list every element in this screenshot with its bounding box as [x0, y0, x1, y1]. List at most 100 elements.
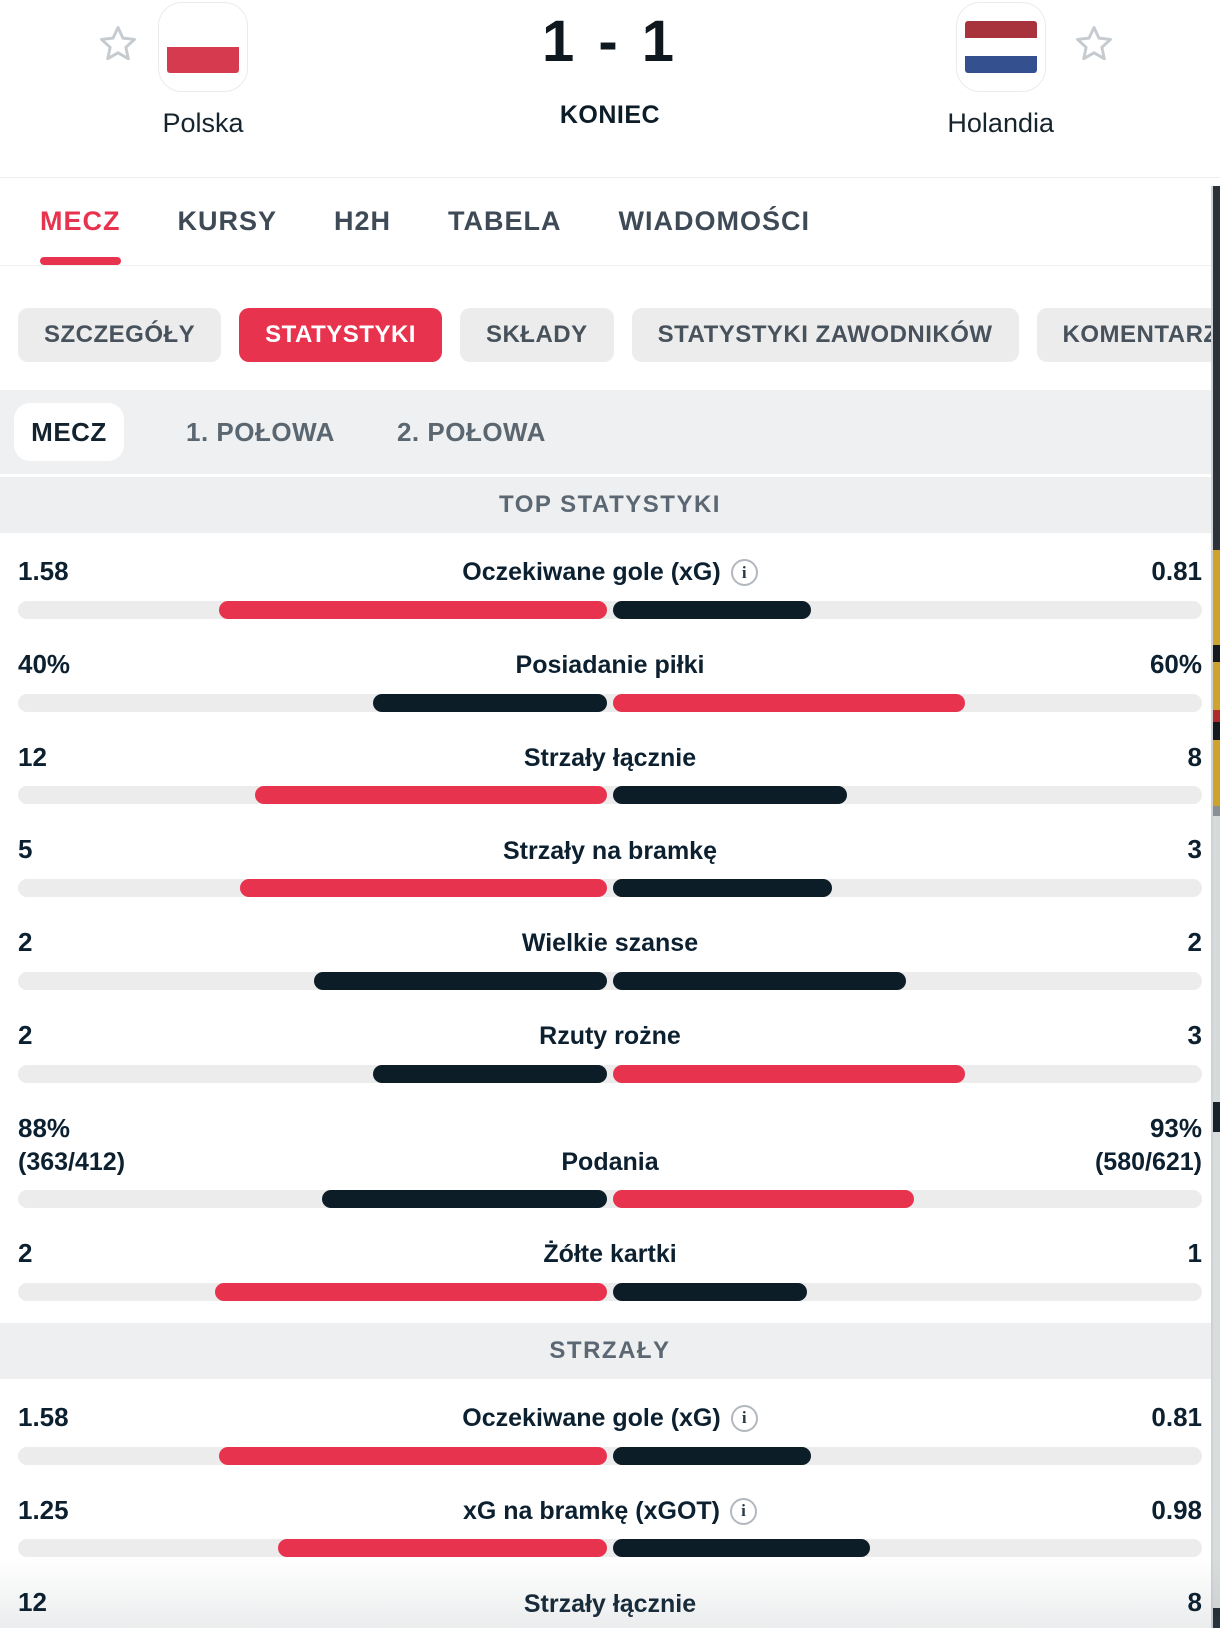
- stat-bar-track: [18, 879, 1202, 898]
- stat-row: 88% (363/412) Podania 93% (580/621): [0, 1090, 1220, 1209]
- subtab-komentarz[interactable]: KOMENTARZ: [1036, 308, 1220, 362]
- away-bar: [613, 971, 906, 990]
- section-header: STRZAŁY: [0, 1322, 1220, 1379]
- home-value: 1.58: [18, 555, 69, 589]
- home-value-main: 1.58: [18, 1401, 69, 1432]
- away-bar: [613, 1190, 915, 1209]
- home-value-main: 1.25: [18, 1494, 69, 1525]
- home-value: 40%: [18, 648, 70, 682]
- home-value: 12: [18, 1586, 47, 1620]
- home-favorite-star-icon[interactable]: [96, 22, 140, 66]
- home-value-main: 2: [18, 1238, 33, 1269]
- stat-bar-track: [18, 1190, 1202, 1209]
- stat-bar-track: [18, 786, 1202, 805]
- period-selector: MECZ 1. POŁOWA 2. POŁOWA: [0, 390, 1220, 474]
- stat-row: 2 Wielkie szanse 2: [0, 904, 1220, 990]
- stat-label: Posiadanie piłki: [18, 649, 1202, 682]
- away-value-sub: (580/621): [1094, 1147, 1202, 1176]
- subtab-składy[interactable]: SKŁADY: [459, 308, 614, 362]
- stat-line: 88% (363/412) Podania 93% (580/621): [18, 1112, 1202, 1178]
- home-bar: [322, 1190, 607, 1209]
- away-bar: [613, 786, 847, 805]
- stat-line: 2 Wielkie szanse 2: [18, 926, 1202, 960]
- away-value-main: 8: [1187, 741, 1202, 772]
- subtab-statystyki[interactable]: STATYSTYKI: [239, 308, 442, 362]
- stat-bar-track: [18, 1282, 1202, 1301]
- tab-mecz[interactable]: MECZ: [40, 178, 121, 265]
- stat-label-text: Oczekiwane gole (xG): [462, 1404, 721, 1433]
- home-bar: [215, 1282, 607, 1301]
- period-2.-połowa[interactable]: 2. POŁOWA: [396, 416, 546, 447]
- stat-line: 1.58 Oczekiwane gole (xG) i 0.81: [18, 555, 1202, 589]
- home-flag-tile: [158, 2, 248, 92]
- info-icon[interactable]: i: [730, 1497, 758, 1525]
- stat-label-text: Wielkie szanse: [521, 929, 699, 958]
- away-value-main: 60%: [1149, 648, 1202, 679]
- home-value-main: 5: [18, 834, 33, 865]
- away-value: 3: [1188, 1019, 1202, 1053]
- home-value: 2: [18, 926, 32, 960]
- away-value: 8: [1188, 1586, 1202, 1620]
- stat-label: Oczekiwane gole (xG) i: [18, 556, 1202, 589]
- home-bar: [373, 1064, 607, 1083]
- edge-ad-segment: [1213, 186, 1220, 550]
- stat-label-text: Oczekiwane gole (xG): [462, 558, 721, 587]
- stat-row: 1.58 Oczekiwane gole (xG) i 0.81: [0, 1379, 1220, 1465]
- tab-tabela[interactable]: TABELA: [448, 206, 562, 236]
- away-team-name: Holandia: [947, 108, 1054, 138]
- stat-line: 5 Strzały na bramkę 3: [18, 833, 1202, 867]
- stat-row: 5 Strzały na bramkę 3: [0, 811, 1220, 898]
- sub-tab-bar: SZCZEGÓŁY STATYSTYKI SKŁADY STATYSTYKI ZAWO…: [0, 266, 1220, 390]
- period-mecz[interactable]: MECZ: [14, 403, 124, 461]
- stat-row: 1.58 Oczekiwane gole (xG) i 0.81: [0, 533, 1220, 619]
- tab-wiadomości[interactable]: WIADOMOŚCI: [618, 206, 811, 236]
- stat-label: Strzały łącznie: [18, 742, 1202, 775]
- away-value: 2: [1188, 926, 1202, 960]
- stat-bar-track: [18, 600, 1202, 619]
- subtab-szczegóły[interactable]: SZCZEGÓŁY: [18, 308, 222, 362]
- subtab-statystyki-zawodników[interactable]: STATYSTYKI ZAWODNIKÓW: [631, 308, 1019, 362]
- stat-label-text: Żółte kartki: [543, 1240, 677, 1269]
- home-value-main: 1.58: [18, 556, 69, 586]
- section-header: TOP STATYSTYKI: [0, 477, 1220, 533]
- stat-row: 12 Strzały łącznie 8: [0, 719, 1220, 805]
- home-value: 2: [18, 1019, 32, 1053]
- stat-line: 2 Żółte kartki 1: [18, 1237, 1202, 1271]
- home-bar: [278, 1539, 607, 1558]
- scrollbar-groove[interactable]: [1211, 186, 1213, 1628]
- tab-kursy[interactable]: KURSY: [177, 206, 278, 236]
- away-bar: [613, 879, 832, 898]
- home-value-sub: (363/412): [18, 1147, 126, 1176]
- away-value-main: 2: [1187, 927, 1202, 958]
- stat-label: Rzuty rożne: [18, 1020, 1202, 1053]
- away-bar: [613, 1539, 871, 1558]
- home-bar: [240, 879, 607, 898]
- home-value: 1.25: [18, 1494, 69, 1528]
- stat-line: 1.25 xG na bramkę (xGOT) i 0.98: [18, 1494, 1202, 1528]
- away-value-main: 0.98: [1151, 1494, 1202, 1525]
- match-header: Polska 1 - 1 KONIEC Holandia: [0, 0, 1220, 178]
- period-1.-połowa[interactable]: 1. POŁOWA: [186, 416, 335, 447]
- edge-ad-segment: [1213, 1102, 1220, 1132]
- home-value-main: 12: [18, 1587, 47, 1618]
- away-favorite-star-icon[interactable]: [1072, 22, 1116, 66]
- home-value-main: 88%: [18, 1112, 71, 1143]
- statistics-list: TOP STATYSTYKI 1.58 Oczekiwane gole (xG) i 0…: [0, 477, 1220, 1628]
- home-bar: [314, 971, 607, 990]
- edge-ad-segment: [1213, 1132, 1220, 1608]
- edge-ad-segment: [1213, 550, 1220, 645]
- stat-label: xG na bramkę (xGOT) i: [18, 1495, 1202, 1528]
- stat-bar-track: [18, 1064, 1202, 1083]
- info-icon[interactable]: i: [730, 559, 758, 587]
- tab-h2h[interactable]: H2H: [334, 206, 392, 236]
- home-value: 88% (363/412): [18, 1112, 125, 1178]
- stat-label-text: Posiadanie piłki: [515, 651, 705, 680]
- home-bar: [218, 1446, 607, 1465]
- away-value: 8: [1188, 741, 1202, 775]
- stat-line: 40% Posiadanie piłki 60%: [18, 648, 1202, 682]
- edge-ad-segment: [1213, 645, 1220, 662]
- info-icon[interactable]: i: [730, 1404, 758, 1432]
- edge-ad-segment: [1213, 1608, 1220, 1628]
- edge-ad-segment: [1213, 740, 1220, 806]
- stat-label-text: xG na bramkę (xGOT): [462, 1496, 721, 1525]
